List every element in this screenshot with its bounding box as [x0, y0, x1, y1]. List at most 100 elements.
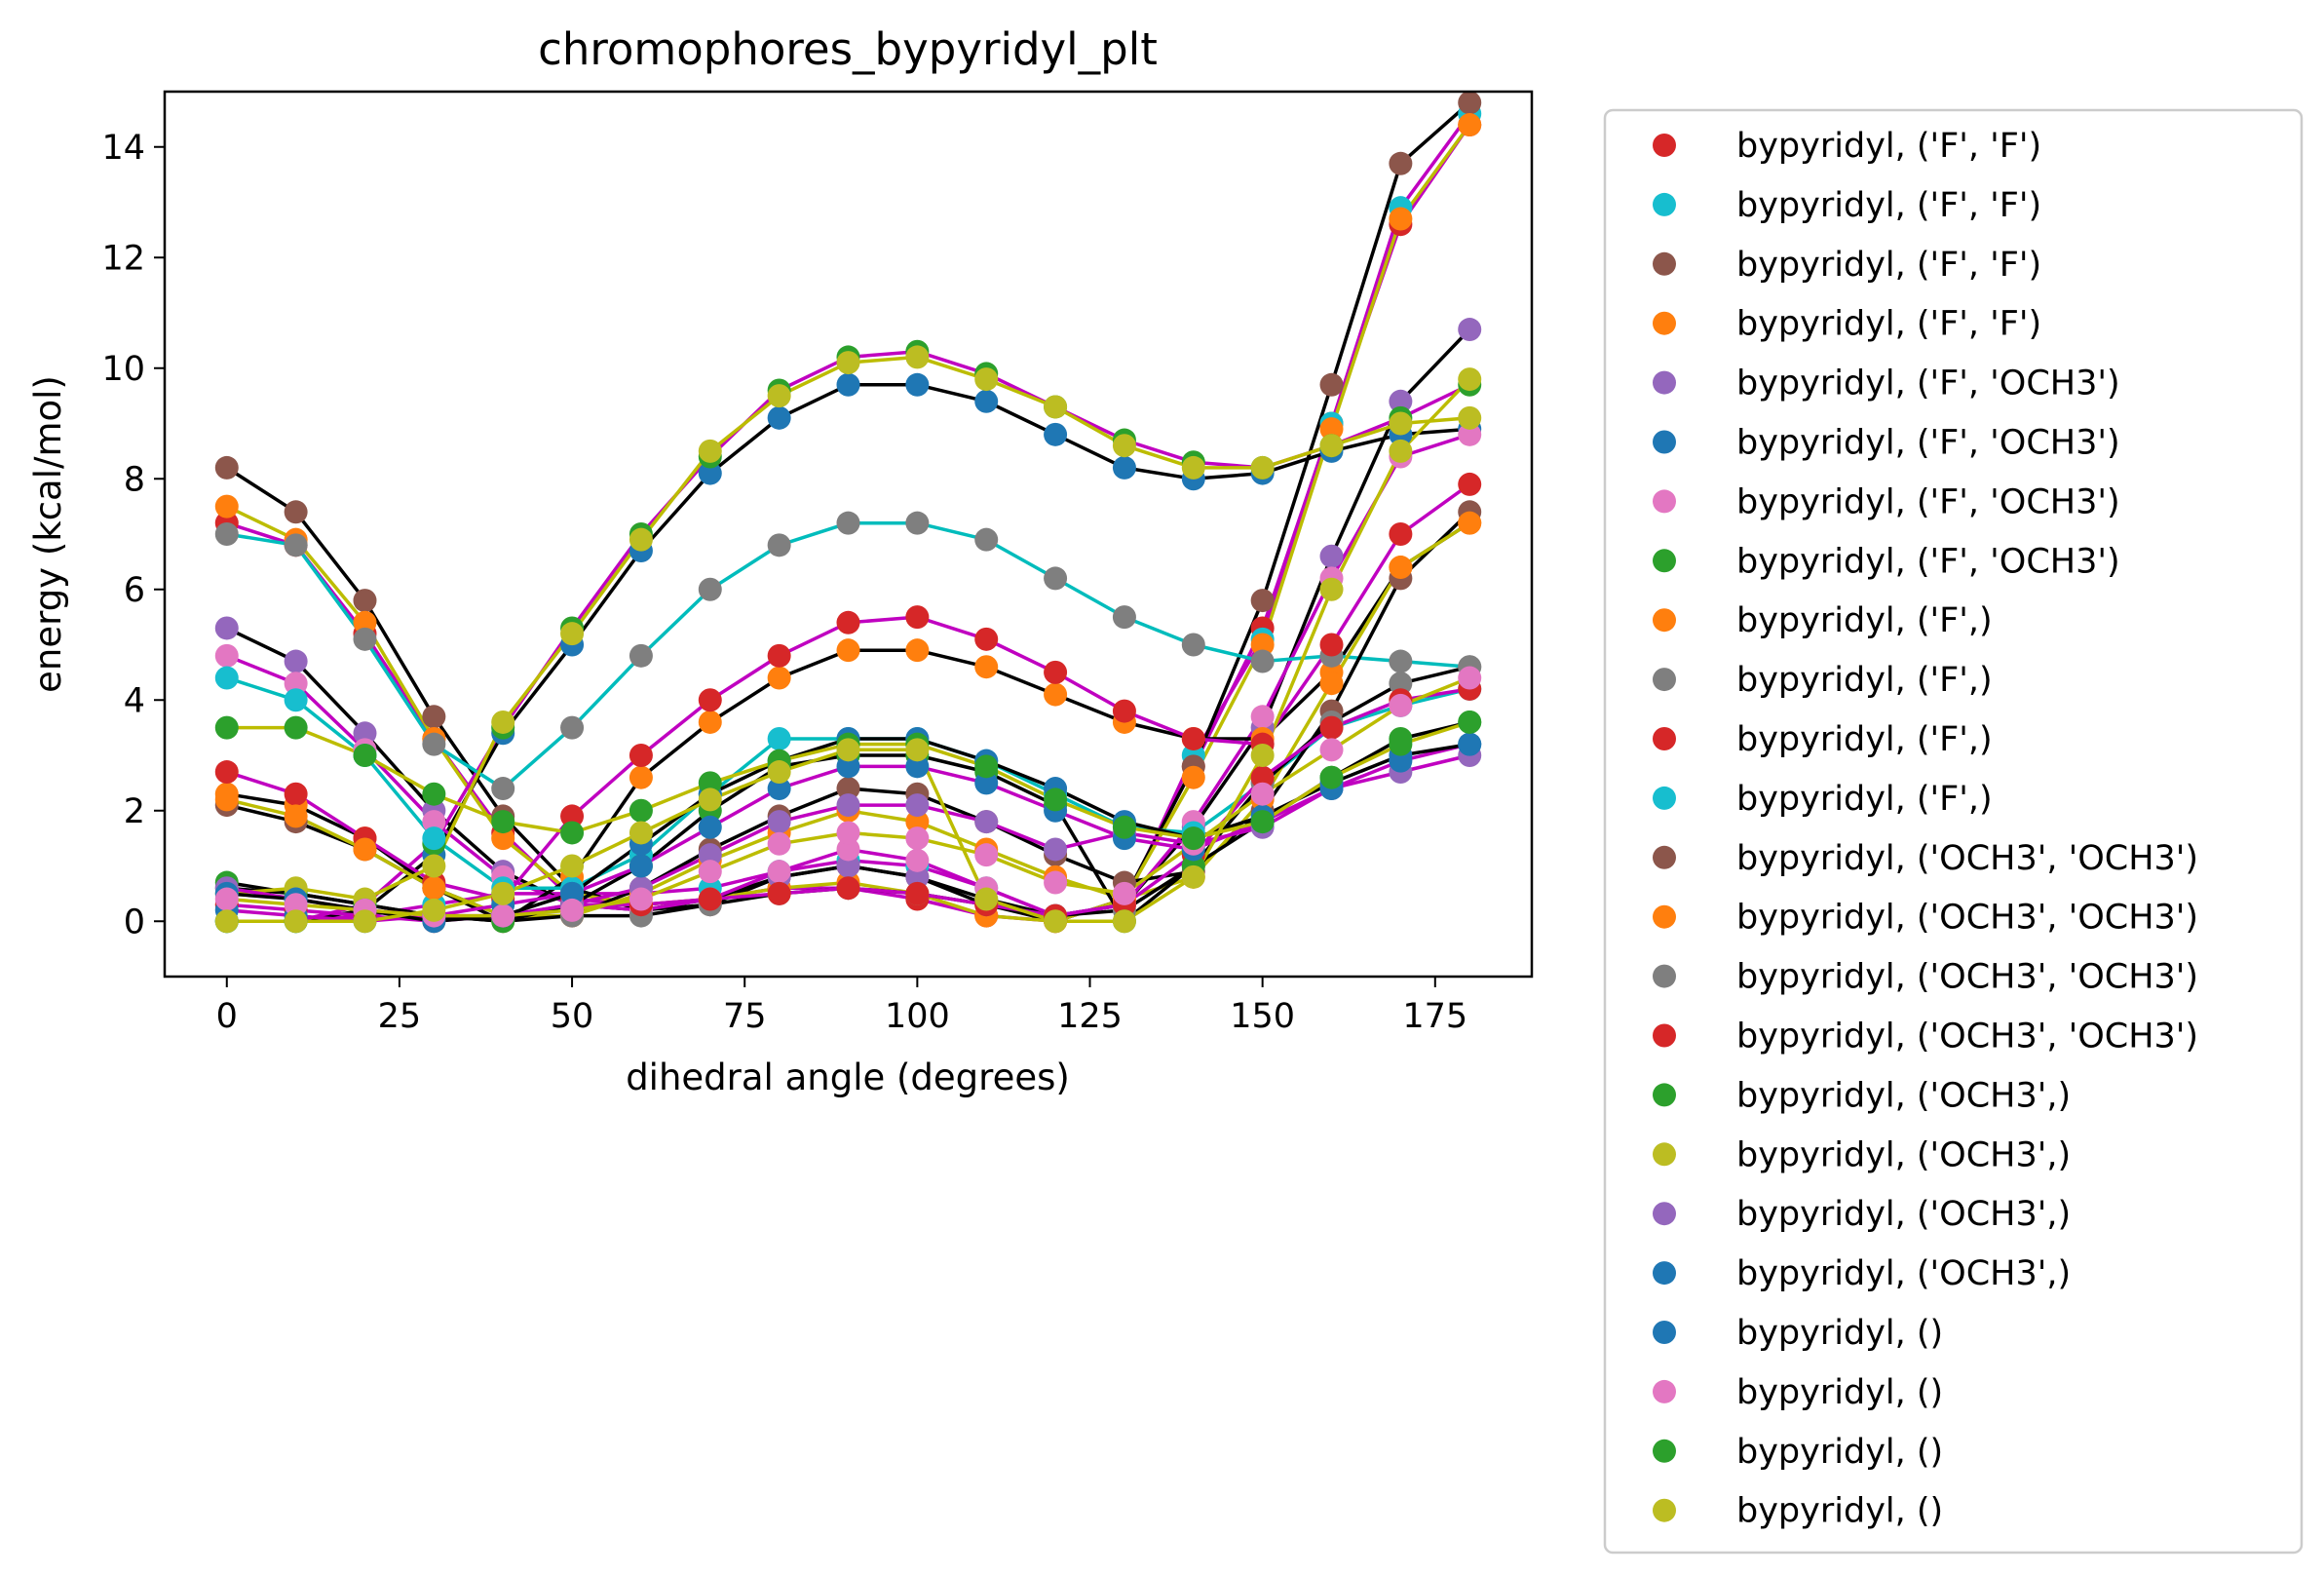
data-point	[491, 710, 515, 734]
legend-marker	[1653, 192, 1676, 216]
data-point	[1319, 577, 1344, 601]
x-tick-label: 0	[216, 997, 238, 1036]
data-point	[905, 754, 930, 779]
data-point	[974, 771, 999, 795]
data-point	[836, 511, 860, 535]
data-point	[284, 672, 308, 696]
data-point	[1044, 788, 1068, 812]
data-point	[905, 372, 930, 397]
data-point	[905, 638, 930, 663]
legend-label: bypyridyl, ('OCH3', 'OCH3')	[1736, 1018, 2198, 1056]
data-point	[214, 760, 239, 785]
data-point	[1044, 909, 1068, 934]
data-point	[1458, 511, 1482, 535]
data-point	[767, 881, 791, 905]
data-point	[1389, 522, 1413, 546]
data-point	[629, 527, 653, 552]
legend-label: bypyridyl, ()	[1736, 1492, 1943, 1531]
data-point	[1250, 744, 1275, 767]
y-tick-label: 6	[124, 571, 145, 610]
data-point	[1250, 455, 1275, 480]
legend-label: bypyridyl, ('F', 'F')	[1736, 127, 2041, 166]
legend-marker	[1653, 1439, 1676, 1463]
data-point	[767, 405, 791, 430]
data-point	[629, 798, 653, 823]
data-point	[974, 887, 999, 911]
legend-label: bypyridyl, ('F', 'F')	[1736, 305, 2041, 344]
data-point	[905, 738, 930, 762]
data-point	[491, 881, 515, 905]
data-point	[1389, 649, 1413, 673]
data-point	[560, 715, 585, 740]
data-point	[353, 589, 377, 613]
plot-frame	[163, 90, 1534, 979]
legend-marker	[1653, 311, 1676, 335]
data-point	[767, 810, 791, 834]
data-point	[1181, 633, 1205, 657]
legend-label: bypyridyl, ('F', 'OCH3')	[1736, 482, 2120, 521]
data-point	[1112, 455, 1136, 480]
data-point	[629, 887, 653, 911]
data-point	[1389, 556, 1413, 580]
data-point	[214, 455, 239, 480]
data-point	[284, 533, 308, 557]
data-point	[284, 804, 308, 828]
data-point	[698, 887, 722, 911]
y-tick-label: 10	[101, 350, 145, 389]
data-point	[1319, 715, 1344, 740]
legend-label: bypyridyl, ('F', 'OCH3')	[1736, 424, 2120, 463]
y-tick-label: 2	[124, 792, 145, 831]
data-point	[1319, 738, 1344, 762]
data-point	[1319, 417, 1344, 442]
data-point	[1458, 405, 1482, 430]
data-point	[698, 860, 722, 884]
data-point	[767, 831, 791, 856]
data-point	[422, 810, 446, 834]
data-point	[214, 715, 239, 740]
data-point	[560, 622, 585, 646]
data-point	[1181, 455, 1205, 480]
data-point	[767, 777, 791, 801]
y-tick-label: 4	[124, 681, 145, 720]
data-point	[974, 389, 999, 413]
legend-entry: bypyridyl, ('F', 'F')	[1653, 246, 2041, 285]
data-point	[422, 876, 446, 901]
data-point	[1044, 566, 1068, 591]
legend-label: bypyridyl, ('OCH3', 'OCH3')	[1736, 958, 2198, 997]
legend-label: bypyridyl, ('F', 'F')	[1736, 186, 2041, 225]
data-point	[629, 643, 653, 668]
x-tick-label: 125	[1057, 997, 1123, 1036]
data-point	[836, 610, 860, 634]
data-point	[214, 643, 239, 668]
legend-marker	[1653, 1261, 1676, 1286]
y-tick-label: 14	[101, 129, 145, 168]
data-point	[698, 461, 722, 485]
legend-label: bypyridyl, ('F',)	[1736, 601, 1993, 640]
legend-label: bypyridyl, ('F', 'F')	[1736, 246, 2041, 285]
data-point	[1044, 837, 1068, 862]
data-point	[1458, 92, 1482, 115]
data-point	[491, 777, 515, 801]
data-point	[422, 898, 446, 922]
data-point	[560, 804, 585, 828]
data-point	[698, 688, 722, 712]
data-point	[836, 793, 860, 818]
data-point	[629, 765, 653, 789]
data-point	[1181, 765, 1205, 789]
data-point	[1319, 633, 1344, 657]
legend-entry: bypyridyl, ('F',)	[1653, 661, 1993, 700]
legend-label: bypyridyl, ('OCH3',)	[1736, 1195, 2071, 1234]
legend-marker	[1653, 549, 1676, 573]
legend-marker	[1653, 1202, 1676, 1226]
legend-entry: bypyridyl, ('F', 'OCH3')	[1653, 365, 2120, 403]
x-axis-ticks: 0 25 50 75 100 125 150 175	[216, 977, 1467, 1036]
data-point	[1112, 815, 1136, 839]
data-point	[560, 898, 585, 922]
data-point	[353, 909, 377, 934]
x-axis-label: dihedral angle (degrees)	[626, 1056, 1070, 1098]
legend-entry: bypyridyl, ('OCH3', 'OCH3')	[1653, 1018, 2198, 1056]
data-point	[905, 864, 930, 889]
data-point	[836, 754, 860, 779]
data-point	[905, 881, 930, 905]
data-point	[1319, 765, 1344, 789]
